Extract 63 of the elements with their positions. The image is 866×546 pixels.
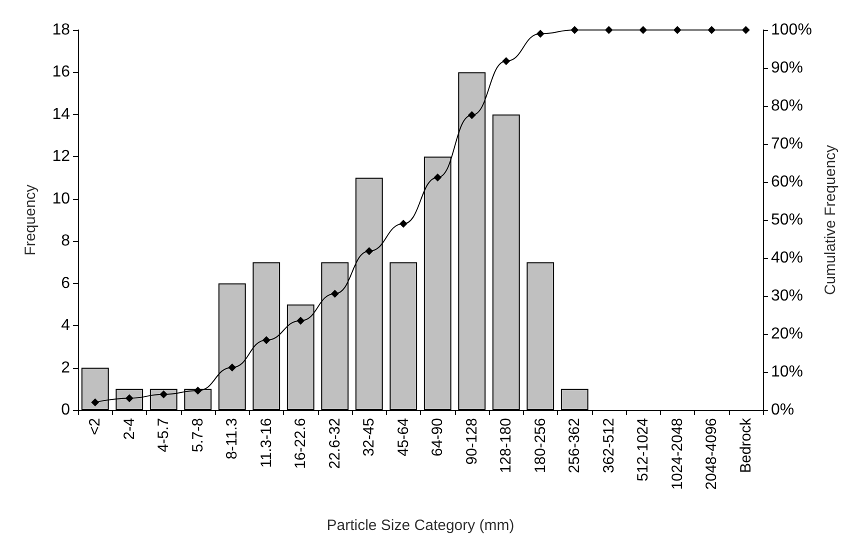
y2-tick-label: 80% [771, 98, 804, 114]
x-tick-label: 1024-2048 [668, 418, 686, 490]
y-tick-label: 0 [61, 402, 70, 418]
point [673, 26, 682, 34]
y2-tick-label: 10% [771, 364, 804, 380]
y2-tick-label: 90% [771, 60, 804, 76]
y2-tick-label: 100% [771, 22, 812, 38]
x-tick-label: <2 [86, 418, 104, 436]
x-tick-label: 16-22.6 [292, 418, 310, 469]
y-tick-label: 14 [52, 106, 70, 123]
point [330, 290, 339, 298]
y2-tick-label: 20% [771, 326, 804, 342]
y2-tick-label: 40% [771, 250, 804, 266]
point [91, 398, 100, 406]
x-axis-title: Particle Size Category (mm) [326, 517, 514, 534]
y2-tick-label: 30% [771, 288, 804, 304]
x-tick-label: 32-45 [360, 418, 378, 456]
x-tick-label: 256-362 [566, 418, 584, 474]
x-tick-label: 2048-4096 [703, 418, 720, 490]
x-tick-label: 4-5.7 [155, 418, 172, 452]
point [194, 386, 202, 395]
y2-axis-title: Cumulative Frequency [822, 144, 839, 296]
y2-tick-label: 0% [771, 402, 794, 418]
x-tick-label: 90-128 [463, 418, 480, 465]
y-tick-label: 18 [52, 22, 70, 38]
y-tick-label: 2 [61, 359, 70, 376]
y-tick-label: 6 [61, 274, 70, 292]
x-tick-label: Bedrock [737, 418, 754, 474]
x-tick-label: 45-64 [394, 418, 412, 456]
point [570, 26, 579, 34]
y-tick-label: 8 [61, 232, 70, 250]
x-tick-label: 512-1024 [634, 418, 652, 482]
point [262, 336, 270, 344]
point [228, 363, 236, 372]
y-tick-label: 10 [52, 190, 70, 208]
point [502, 57, 510, 66]
x-tick-label: 2-4 [120, 418, 138, 440]
x-tick-label: 180-256 [532, 418, 549, 474]
point [160, 390, 168, 398]
point [604, 26, 613, 34]
x-tick-label: 128-180 [498, 418, 515, 474]
y-axis-title: Frequency [22, 184, 39, 256]
x-tick-label: 22.6-32 [326, 418, 344, 469]
x-tick-label: 5.7-8 [189, 418, 206, 452]
point [708, 26, 716, 34]
y-tick-label: 12 [52, 148, 70, 166]
x-tick-label: 8-11.3 [224, 418, 241, 460]
point [468, 111, 476, 120]
x-tick-label: 11.3-16 [258, 418, 275, 468]
y2-tick-label: 60% [771, 174, 804, 190]
y2-tick-label: 70% [771, 136, 804, 152]
point [536, 30, 544, 38]
x-tick-label: 64-90 [429, 418, 446, 456]
point [434, 173, 442, 182]
point [742, 26, 750, 34]
y-tick-label: 16 [52, 64, 70, 81]
point [296, 316, 305, 325]
point [365, 247, 374, 256]
y2-tick-label: 50% [771, 212, 804, 228]
y-tick-label: 4 [61, 317, 70, 334]
point [399, 220, 408, 228]
x-tick-label: 362-512 [600, 418, 618, 474]
point [639, 26, 648, 34]
